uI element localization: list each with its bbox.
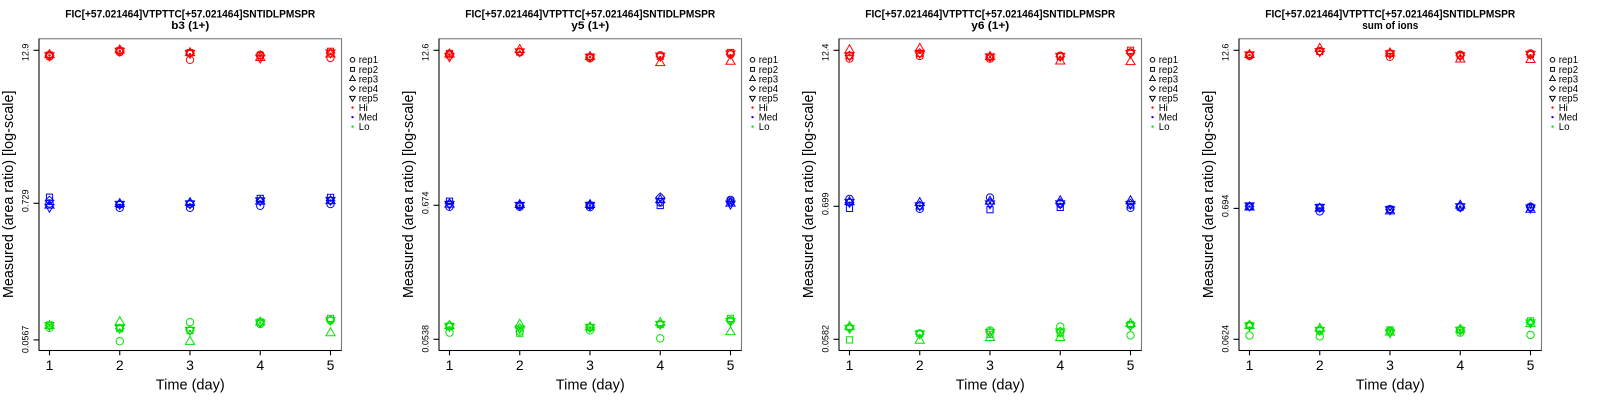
svg-text:rep1: rep1 bbox=[1159, 55, 1178, 66]
svg-text:rep4: rep4 bbox=[759, 84, 779, 95]
svg-text:rep2: rep2 bbox=[759, 65, 778, 76]
svg-text:Lo: Lo bbox=[1159, 122, 1170, 133]
svg-text:rep2: rep2 bbox=[359, 65, 378, 76]
svg-text:b3 (1+): b3 (1+) bbox=[171, 20, 209, 32]
svg-text:12.6: 12.6 bbox=[1221, 44, 1231, 62]
svg-text:FIC[+57.021464]VTPTTC[+57.0214: FIC[+57.021464]VTPTTC[+57.021464]SNTIDLP… bbox=[865, 8, 1115, 20]
svg-text:Time (day): Time (day) bbox=[156, 378, 225, 394]
svg-text:2: 2 bbox=[916, 357, 924, 373]
svg-text:Hi: Hi bbox=[359, 103, 368, 114]
svg-text:0.674: 0.674 bbox=[421, 192, 431, 215]
svg-text:0.0538: 0.0538 bbox=[421, 325, 431, 353]
svg-text:rep4: rep4 bbox=[1159, 84, 1179, 95]
svg-text:Time (day): Time (day) bbox=[556, 378, 625, 394]
svg-text:Hi: Hi bbox=[1559, 103, 1568, 114]
svg-text:FIC[+57.021464]VTPTTC[+57.0214: FIC[+57.021464]VTPTTC[+57.021464]SNTIDLP… bbox=[65, 8, 315, 20]
svg-text:0.0624: 0.0624 bbox=[1221, 325, 1231, 353]
svg-text:Med: Med bbox=[359, 113, 378, 124]
svg-text:12.6: 12.6 bbox=[421, 44, 431, 62]
svg-text:12.4: 12.4 bbox=[821, 44, 831, 62]
svg-text:Lo: Lo bbox=[1559, 122, 1570, 133]
svg-text:3: 3 bbox=[986, 357, 994, 373]
svg-text:2: 2 bbox=[1316, 357, 1324, 373]
svg-text:1: 1 bbox=[846, 357, 854, 373]
svg-text:rep2: rep2 bbox=[1559, 65, 1578, 76]
svg-text:0.729: 0.729 bbox=[21, 190, 31, 213]
svg-text:FIC[+57.021464]VTPTTC[+57.0214: FIC[+57.021464]VTPTTC[+57.021464]SNTIDLP… bbox=[465, 8, 715, 20]
svg-text:rep3: rep3 bbox=[759, 74, 778, 85]
svg-text:FIC[+57.021464]VTPTTC[+57.0214: FIC[+57.021464]VTPTTC[+57.021464]SNTIDLP… bbox=[1265, 8, 1515, 20]
svg-text:3: 3 bbox=[186, 357, 194, 373]
svg-text:rep3: rep3 bbox=[1559, 74, 1578, 85]
svg-text:5: 5 bbox=[727, 357, 735, 373]
svg-text:rep3: rep3 bbox=[1159, 74, 1178, 85]
svg-text:3: 3 bbox=[586, 357, 594, 373]
svg-text:1: 1 bbox=[1246, 357, 1254, 373]
svg-text:Hi: Hi bbox=[759, 103, 768, 114]
svg-text:Time (day): Time (day) bbox=[1356, 378, 1425, 394]
svg-text:rep2: rep2 bbox=[1159, 65, 1178, 76]
svg-text:0.0567: 0.0567 bbox=[21, 326, 31, 354]
svg-text:rep1: rep1 bbox=[359, 55, 378, 66]
svg-text:2: 2 bbox=[516, 357, 524, 373]
svg-text:rep3: rep3 bbox=[359, 74, 378, 85]
svg-text:Lo: Lo bbox=[759, 122, 770, 133]
svg-text:Measured (area ratio) [log-sca: Measured (area ratio) [log-scale] bbox=[401, 91, 417, 298]
svg-text:rep1: rep1 bbox=[1559, 55, 1578, 66]
svg-text:sum of ions: sum of ions bbox=[1362, 20, 1418, 32]
svg-text:0.694: 0.694 bbox=[1221, 195, 1231, 218]
svg-text:Med: Med bbox=[1559, 113, 1578, 124]
svg-text:Lo: Lo bbox=[359, 122, 370, 133]
svg-text:1: 1 bbox=[446, 357, 454, 373]
svg-text:5: 5 bbox=[1527, 357, 1535, 373]
svg-text:Time (day): Time (day) bbox=[956, 378, 1025, 394]
svg-text:Hi: Hi bbox=[1159, 103, 1168, 114]
svg-text:Measured (area ratio) [log-sca: Measured (area ratio) [log-scale] bbox=[1, 91, 17, 299]
svg-text:1: 1 bbox=[46, 357, 54, 373]
svg-text:5: 5 bbox=[327, 357, 335, 373]
svg-text:2: 2 bbox=[116, 357, 124, 373]
svg-text:5: 5 bbox=[1127, 357, 1135, 373]
svg-text:12.9: 12.9 bbox=[21, 44, 31, 62]
svg-text:Measured (area ratio) [log-sca: Measured (area ratio) [log-scale] bbox=[1201, 91, 1217, 298]
svg-text:Med: Med bbox=[1159, 113, 1178, 124]
svg-text:rep5: rep5 bbox=[1559, 93, 1578, 104]
svg-text:y6 (1+): y6 (1+) bbox=[971, 20, 1009, 32]
svg-text:rep1: rep1 bbox=[759, 55, 778, 66]
svg-text:rep4: rep4 bbox=[1559, 84, 1579, 95]
svg-text:rep5: rep5 bbox=[359, 93, 378, 104]
svg-text:4: 4 bbox=[256, 357, 264, 373]
svg-text:rep4: rep4 bbox=[359, 84, 379, 95]
svg-text:4: 4 bbox=[1456, 357, 1464, 373]
svg-text:rep5: rep5 bbox=[1159, 93, 1178, 104]
svg-text:rep5: rep5 bbox=[759, 93, 778, 104]
svg-text:3: 3 bbox=[1386, 357, 1394, 373]
svg-text:0.0582: 0.0582 bbox=[821, 325, 831, 353]
svg-text:4: 4 bbox=[1056, 357, 1064, 373]
svg-text:0.699: 0.699 bbox=[821, 193, 831, 216]
svg-text:Med: Med bbox=[759, 113, 778, 124]
svg-text:4: 4 bbox=[656, 357, 664, 373]
svg-text:y5 (1+): y5 (1+) bbox=[571, 20, 609, 32]
svg-text:Measured (area ratio) [log-sca: Measured (area ratio) [log-scale] bbox=[801, 91, 817, 298]
